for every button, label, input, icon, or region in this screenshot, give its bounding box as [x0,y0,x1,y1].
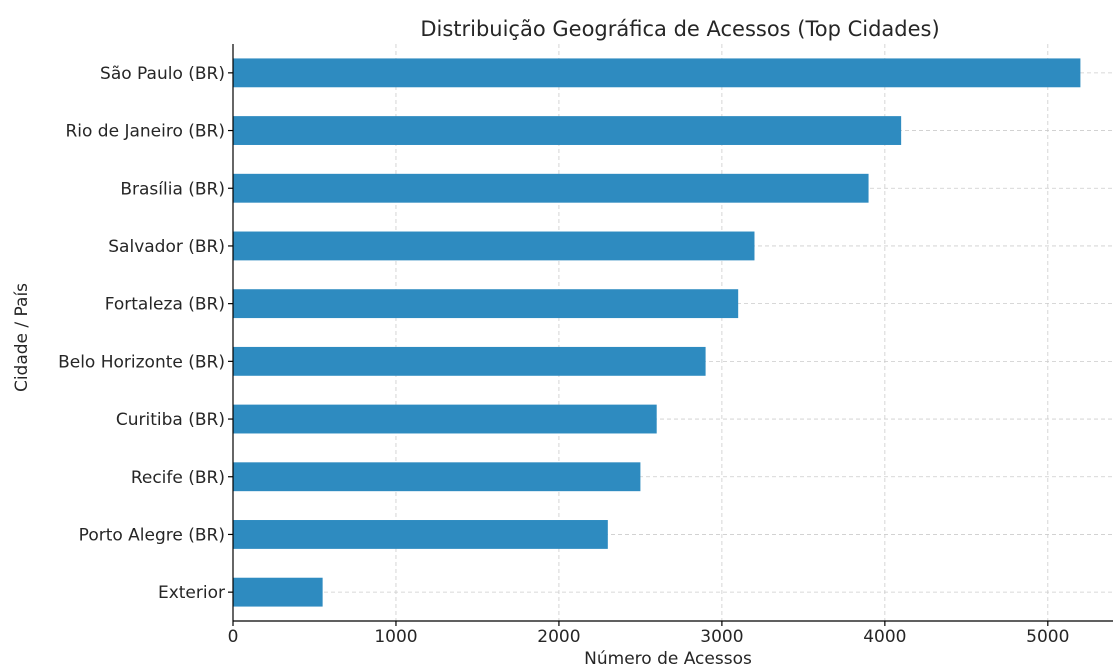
y-tick-label: Salvador (BR) [108,237,225,257]
x-tick-label: 1000 [374,627,417,647]
bar [233,289,739,319]
x-axis-label: Número de Acessos [584,649,752,667]
x-tick-label: 5000 [1026,627,1069,647]
y-tick-label: Rio de Janeiro (BR) [65,122,225,142]
y-tick-label: Brasília (BR) [120,179,225,199]
bar [233,404,657,434]
bar [233,577,323,607]
x-tick-label: 3000 [700,627,743,647]
y-tick-label: Fortaleza (BR) [105,295,225,315]
bar [233,462,641,492]
chart-title: Distribuição Geográfica de Acessos (Top … [420,17,939,41]
x-tick-label: 4000 [863,627,906,647]
x-tick-label: 0 [228,627,239,647]
axes [232,44,1113,622]
y-tick-label: Belo Horizonte (BR) [58,352,225,372]
bar [233,58,1081,88]
bar [233,520,608,549]
y-tick-label: São Paulo (BR) [100,64,225,84]
bar [233,116,902,145]
y-axis-ticks: São Paulo (BR) Rio de Janeiro (BR) Brasíli… [58,64,233,603]
y-axis-label: Cidade / País [12,283,32,392]
y-tick-label: Porto Alegre (BR) [79,525,225,545]
y-tick-label: Exterior [158,583,225,603]
y-tick-label: Curitiba (BR) [116,410,225,430]
y-tick-label: Recife (BR) [131,468,225,488]
bar [233,346,706,376]
x-axis-ticks: 0 1000 2000 3000 4000 5000 [228,621,1069,647]
bar [233,173,869,203]
x-tick-label: 2000 [537,627,580,647]
bar [233,231,755,261]
bars [233,58,1081,607]
